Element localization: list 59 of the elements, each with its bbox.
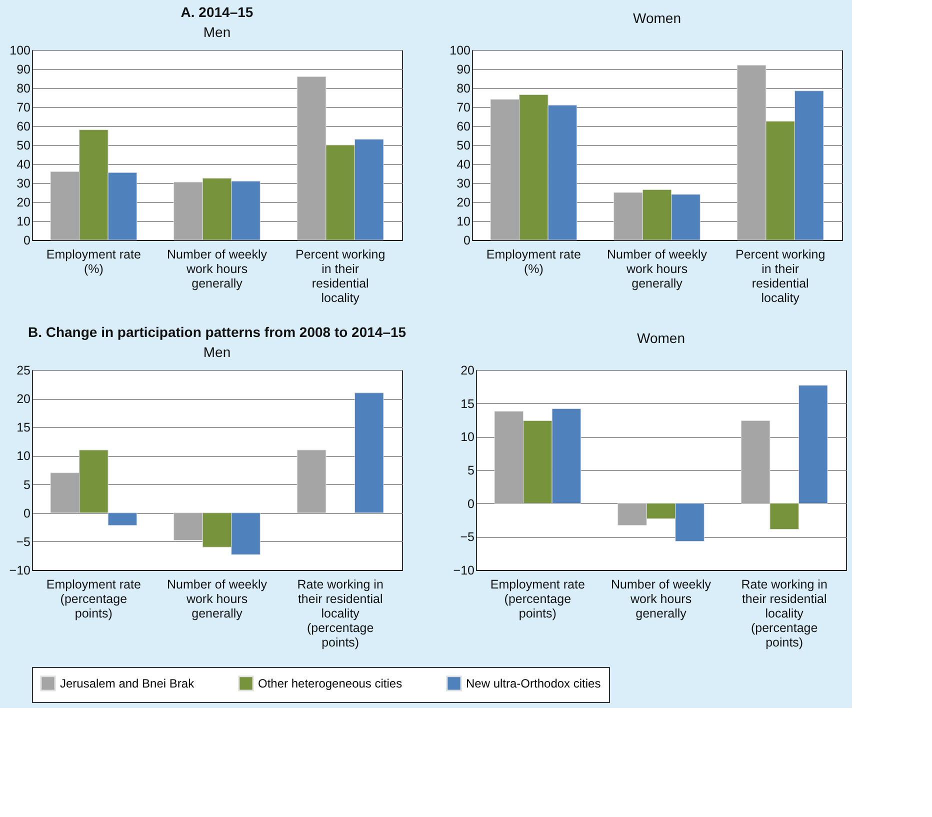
y-tick-label: 20 — [460, 364, 475, 378]
y-tick-label: 5 — [24, 478, 31, 492]
x-tick-label: Employment rate (%) — [486, 248, 581, 276]
y-tick-label: 50 — [456, 138, 471, 152]
x-tick-label: Percent working in their residential locality — [296, 248, 386, 305]
chart-title: A. 2014–15 — [180, 4, 254, 20]
chart-subtitle: Men — [203, 24, 231, 40]
y-tick-label: 10 — [16, 214, 31, 228]
y-tick-label: −10 — [9, 564, 31, 578]
legend-label: New ultra-Orthodox cities — [466, 676, 601, 690]
y-tick-label: 30 — [16, 176, 31, 190]
y-tick-label: 0 — [468, 496, 475, 511]
y-tick-label: 50 — [16, 138, 31, 152]
y-tick-label: −10 — [453, 564, 475, 578]
x-tick-label: Employment rate (percentage points) — [490, 578, 585, 620]
y-tick-label: 90 — [16, 62, 31, 76]
y-tick-label: 15 — [460, 396, 475, 411]
x-tick-label: Employment rate (percentage points) — [46, 578, 141, 620]
y-tick-label: 0 — [24, 506, 31, 520]
x-tick-label: Rate working in their residential locality (percentage points) — [741, 578, 828, 650]
y-tick-label: 40 — [16, 158, 31, 172]
y-tick-label: 100 — [10, 44, 31, 58]
y-tick-label: 60 — [456, 120, 471, 134]
y-tick-label: 30 — [456, 176, 471, 190]
y-tick-label: −5 — [460, 530, 475, 544]
y-tick-label: 5 — [468, 464, 475, 478]
legend-label: Jerusalem and Bnei Brak — [60, 676, 196, 690]
y-tick-label: 70 — [456, 100, 471, 114]
y-tick-label: 40 — [456, 158, 471, 172]
y-tick-label: 20 — [16, 392, 31, 406]
x-tick-label: Number of weekly work hours generally — [606, 248, 708, 290]
y-tick-label: 10 — [456, 214, 471, 228]
x-tick-label: Number of weekly work hours generally — [610, 578, 712, 620]
chart-subtitle: Women — [637, 330, 685, 346]
x-tick-label: Number of weekly work hours generally — [166, 578, 268, 620]
x-tick-label: Number of weekly work hours generally — [166, 248, 268, 290]
y-tick-label: 20 — [16, 196, 31, 210]
y-tick-label: 70 — [16, 100, 31, 114]
legend-label: Other heterogeneous cities — [258, 676, 402, 690]
y-tick-label: 10 — [16, 449, 31, 464]
x-tick-label: Employment rate (%) — [46, 248, 141, 276]
chart-title: B. Change in participation patterns from 2008 to 2014–15 — [28, 324, 406, 340]
y-tick-label: 60 — [16, 120, 31, 134]
y-tick-label: 25 — [16, 364, 31, 378]
y-tick-label: 80 — [456, 82, 471, 96]
y-tick-label: 15 — [16, 420, 31, 435]
y-tick-label: 80 — [16, 82, 31, 96]
x-tick-label: Percent working in their residential locality — [736, 248, 826, 305]
y-tick-label: 90 — [456, 62, 471, 76]
x-tick-label: Rate working in their residential locality (percentage points) — [297, 578, 384, 650]
y-tick-label: 100 — [450, 44, 471, 58]
bar — [354, 392, 384, 514]
chart-subtitle: Men — [203, 344, 231, 360]
y-tick-label: 0 — [24, 234, 31, 248]
y-tick-label: 0 — [464, 234, 471, 248]
y-tick-label: 20 — [456, 196, 471, 210]
y-tick-label: −5 — [16, 534, 31, 549]
chart-subtitle: Women — [633, 10, 681, 26]
y-tick-label: 10 — [460, 430, 475, 444]
